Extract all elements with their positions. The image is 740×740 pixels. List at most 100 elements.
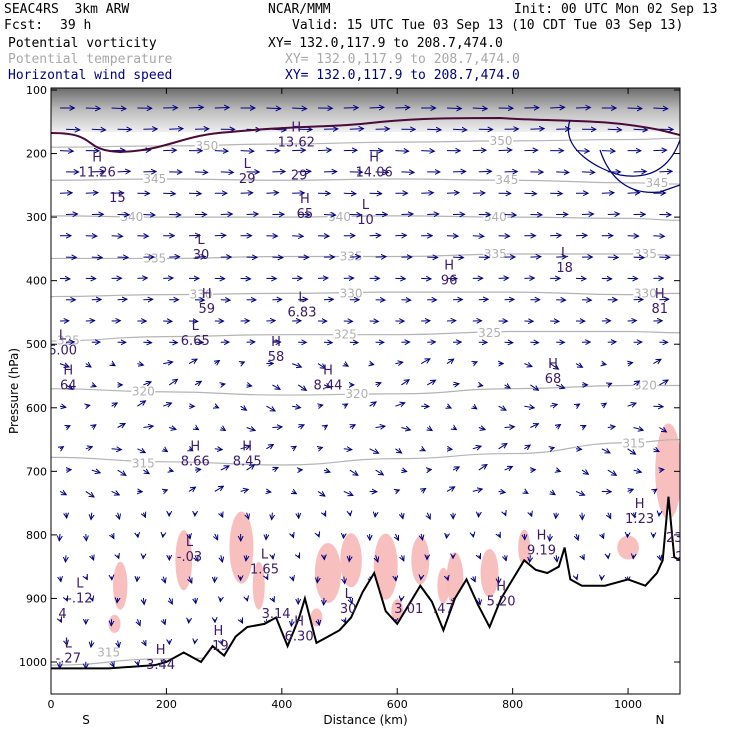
- extremum-letter: H: [300, 192, 310, 207]
- wind-vector: [344, 364, 348, 367]
- extremum-letter: H: [63, 363, 73, 378]
- fcst-label: Fcst:: [4, 18, 44, 33]
- wind-vector: [427, 214, 439, 215]
- wind-vector: [292, 108, 306, 109]
- extremum-value: 3.44: [146, 658, 175, 673]
- wind-vector: [343, 193, 356, 194]
- theta-label-bg: [644, 175, 669, 189]
- pv-patch: [437, 567, 450, 604]
- upper-wind-contour-2: [599, 149, 680, 193]
- wind-vector: [550, 448, 554, 449]
- pv-patch: [411, 536, 430, 585]
- wind-vector: [659, 380, 668, 386]
- wind-vector: [66, 426, 70, 428]
- theta-contour-label: 340: [484, 210, 507, 224]
- wind-vector: [163, 490, 167, 491]
- theta-label-bg: [142, 171, 167, 185]
- wind-vector: [266, 405, 275, 411]
- wind-vector: [659, 469, 663, 470]
- extremum-value: 6.30: [285, 629, 314, 644]
- wind-vector: [395, 107, 409, 108]
- wind-vector: [344, 404, 348, 406]
- wind-vector: [524, 406, 534, 408]
- wind-vector: [240, 406, 247, 410]
- extremum-value: 18: [556, 261, 573, 276]
- theta-label-bg: [477, 325, 502, 339]
- wind-vector: [324, 513, 326, 516]
- wind-vector: [59, 364, 69, 367]
- wind-vector: [659, 171, 672, 172]
- wind-vector: [369, 107, 384, 108]
- wind-vector: [421, 533, 422, 540]
- wind-vector: [634, 513, 635, 518]
- theta-contour-label: 325: [334, 328, 357, 342]
- wind-vector: [195, 597, 196, 603]
- wind-vector: [447, 577, 448, 581]
- wind-vector: [395, 577, 396, 581]
- wind-vector: [556, 385, 564, 388]
- extremum-letter: H: [242, 440, 252, 455]
- wind-vector: [420, 359, 430, 365]
- wind-vector: [376, 383, 381, 385]
- wind-vector: [556, 555, 557, 561]
- wind-vector: [118, 555, 119, 558]
- wind-vector: [452, 129, 467, 130]
- wind-vector: [472, 489, 482, 491]
- wind-vector: [318, 534, 319, 537]
- pv-patch: [340, 533, 362, 588]
- wind-vector: [221, 555, 223, 562]
- wind-vector: [556, 470, 560, 471]
- wind-vector: [91, 257, 102, 258]
- pv-patch: [617, 535, 639, 560]
- wind-vector: [505, 555, 507, 560]
- wind-vector: [582, 426, 586, 428]
- y-tick-label: 300: [26, 211, 47, 224]
- extremum-letter: H: [202, 287, 212, 302]
- field-wind-xy: XY= 132.0,117.9 to 208.7,474.0: [285, 68, 520, 83]
- wind-vector: [504, 427, 515, 428]
- wind-vector: [473, 577, 475, 582]
- wind-vector: [318, 619, 319, 625]
- wind-vector: [91, 470, 100, 473]
- extremum-value: 10: [357, 213, 374, 228]
- wind-vector: [143, 470, 149, 474]
- wind-vector: [479, 555, 481, 558]
- wind-vector: [272, 598, 274, 602]
- theta-contour-label: 320: [132, 384, 155, 398]
- wind-vector: [246, 214, 259, 215]
- wind-vector: [241, 362, 245, 364]
- wind-vector: [137, 662, 138, 666]
- wind-vector: [266, 491, 270, 492]
- wind-vector: [247, 598, 248, 601]
- wind-vector: [608, 512, 611, 519]
- theta-contour-label: 330: [190, 288, 213, 302]
- wind-vector: [375, 513, 376, 517]
- wind-vector: [446, 193, 459, 194]
- terrain-line: [51, 496, 680, 670]
- x-tick-label: 400: [271, 698, 292, 711]
- wind-vector: [633, 381, 640, 385]
- wind-vector: [498, 444, 507, 450]
- wind-vector: [188, 487, 195, 491]
- extremum-value: 1:23: [625, 512, 654, 527]
- wind-vector: [375, 172, 389, 173]
- wind-vector: [189, 534, 190, 539]
- wind-vector: [608, 383, 612, 385]
- y-tick-label: 100: [26, 84, 47, 97]
- extremum-value: 81: [652, 302, 669, 317]
- pv-patch: [252, 561, 265, 610]
- wind-vector: [240, 151, 254, 152]
- extremum-value: -.12: [67, 591, 92, 606]
- wind-vector: [601, 151, 615, 152]
- wind-vector: [550, 107, 564, 108]
- extremum-value: 11.26: [79, 165, 116, 180]
- wind-vector: [550, 491, 555, 494]
- theta-label-bg: [96, 645, 121, 659]
- wind-vector: [395, 362, 402, 363]
- extremum-letter: H: [156, 643, 166, 658]
- wind-vector: [297, 384, 306, 390]
- y-tick-label: 800: [26, 529, 47, 542]
- theta-label-bg: [189, 287, 214, 301]
- wind-vector: [318, 447, 322, 448]
- wind-vector: [549, 363, 558, 370]
